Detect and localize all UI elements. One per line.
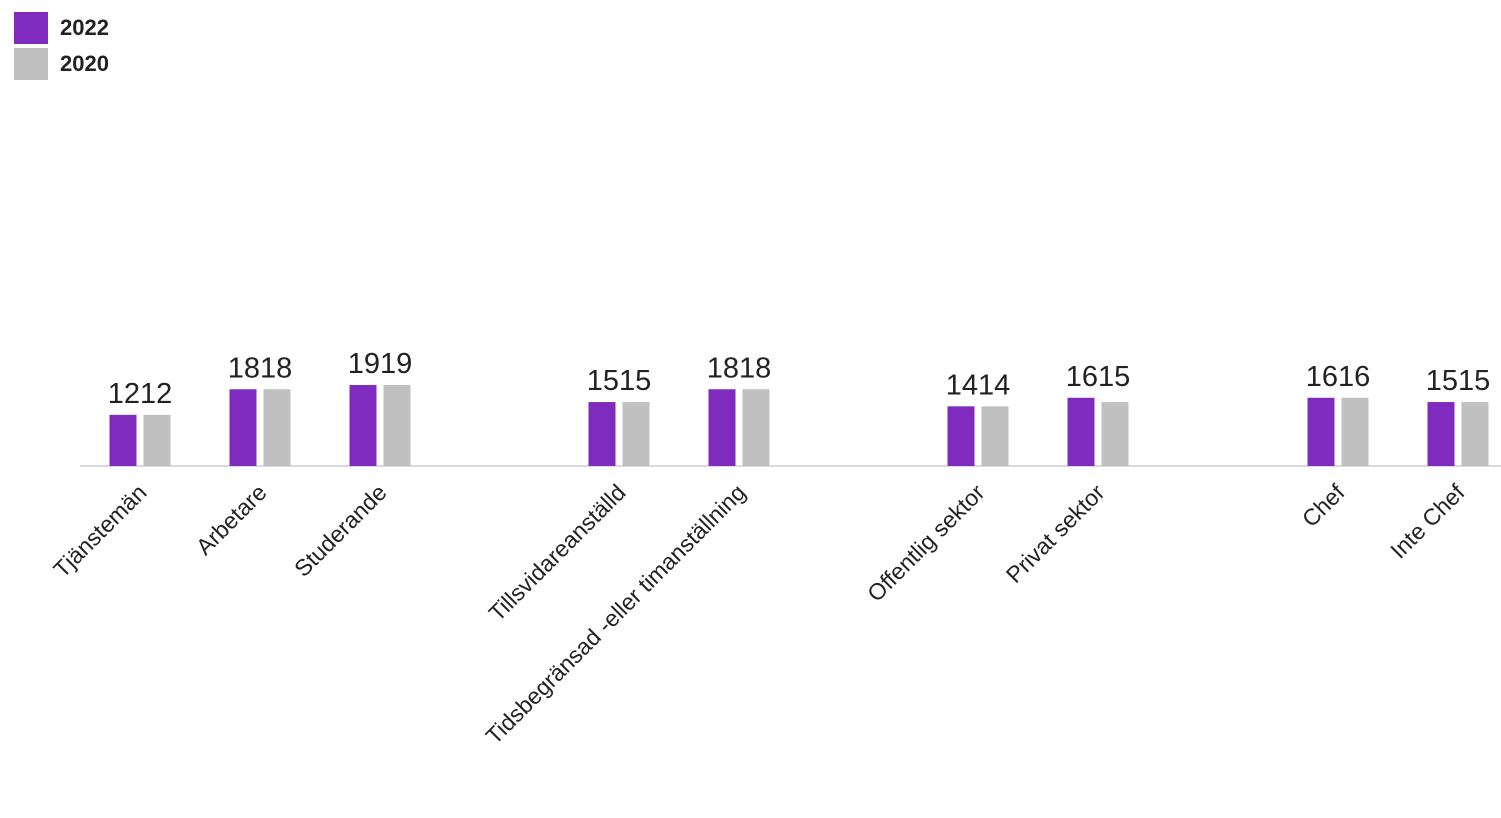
bar-2022-0[interactable] [109, 414, 137, 466]
legend-label-2020: 2020 [60, 51, 109, 76]
bar-2022-8[interactable] [1427, 402, 1455, 466]
category-label-0: Tjänstemän [48, 479, 151, 582]
bar-2022-6[interactable] [1067, 397, 1095, 466]
legend-swatch-2020 [14, 48, 48, 80]
bar-2020-5[interactable] [981, 406, 1009, 466]
legend-label-2022: 2022 [60, 15, 109, 40]
category-label-8: Inte Chef [1385, 479, 1470, 564]
category-label-6: Privat sektor [1001, 479, 1110, 588]
bar-2022-5[interactable] [947, 406, 975, 466]
legend-item-2022[interactable]: 2022 [14, 10, 109, 46]
category-label-2: Studerande [289, 479, 391, 581]
bar-2020-1[interactable] [263, 389, 291, 466]
bar-2020-6[interactable] [1101, 402, 1129, 466]
data-label-8: 1515 [1426, 365, 1491, 397]
data-label-5: 1414 [946, 369, 1011, 401]
bar-2022-4[interactable] [708, 389, 736, 466]
bar-2020-0[interactable] [143, 414, 171, 466]
bar-2020-7[interactable] [1341, 397, 1369, 466]
bar-2022-3[interactable] [588, 402, 616, 466]
data-label-7: 1616 [1306, 361, 1371, 393]
category-label-1: Arbetare [191, 479, 272, 560]
data-label-4: 1818 [707, 352, 772, 384]
bar-2020-8[interactable] [1461, 402, 1489, 466]
data-label-2: 1919 [348, 348, 413, 380]
category-label-7: Chef [1297, 479, 1350, 532]
legend: 2022 2020 [14, 10, 109, 82]
data-label-6: 1615 [1066, 361, 1131, 393]
bar-2020-2[interactable] [383, 385, 411, 466]
bar-2022-7[interactable] [1307, 397, 1335, 466]
bar-2022-2[interactable] [349, 385, 377, 466]
category-label-5: Offentlig sektor [862, 479, 990, 607]
bar-2022-1[interactable] [229, 389, 257, 466]
legend-item-2020[interactable]: 2020 [14, 46, 109, 82]
data-label-3: 1515 [587, 365, 652, 397]
bar-2020-3[interactable] [622, 402, 650, 466]
category-label-4: Tidsbegränsad -eller timanställning [481, 479, 751, 749]
legend-swatch-2022 [14, 12, 48, 44]
bar-2020-4[interactable] [742, 389, 770, 466]
data-label-1: 1818 [228, 352, 293, 384]
data-label-0: 1212 [108, 378, 173, 410]
